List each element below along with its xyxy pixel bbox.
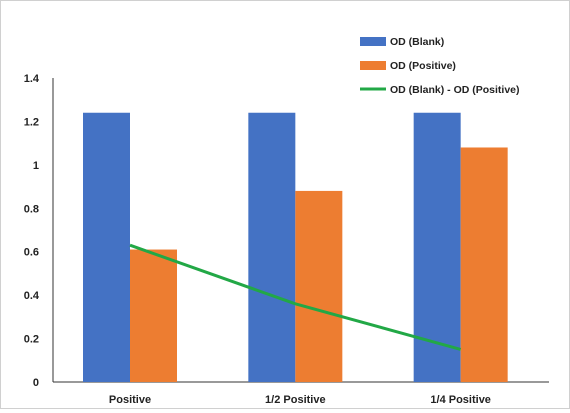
y-tick-label: 0.8 <box>24 203 39 215</box>
x-tick-label: Positive <box>109 394 151 406</box>
y-tick-label: 0.2 <box>24 334 39 346</box>
x-tick-label: 1/4 Positive <box>430 394 491 406</box>
series-line <box>129 243 462 351</box>
legend-label: OD (Positive) <box>390 60 456 72</box>
y-tick-labels: 0 0.2 0.4 0.6 0.8 1 1.2 1.4 <box>24 73 40 389</box>
bars <box>83 112 508 382</box>
legend-label: OD (Blank) <box>390 36 444 48</box>
bar <box>130 249 177 382</box>
bar <box>248 112 296 382</box>
y-tick-label: 1 <box>33 160 39 172</box>
y-tick-label: 1.2 <box>24 116 39 128</box>
legend: OD (Blank) OD (Positive) OD (Blank) - OD (… <box>360 36 520 96</box>
x-tick-label: 1/2 Positive <box>265 394 326 406</box>
y-tick-label: 0.6 <box>24 247 39 259</box>
legend-swatch <box>360 61 386 70</box>
legend-label: OD (Blank) - OD (Positive) <box>390 84 520 96</box>
bar <box>460 147 508 382</box>
y-tick-label: 1.4 <box>24 73 40 85</box>
difference-line-series <box>129 243 462 351</box>
legend-swatch <box>360 37 386 46</box>
bar <box>295 190 343 382</box>
y-tick-label: 0 <box>33 377 39 389</box>
y-tick-label: 0.4 <box>24 290 40 302</box>
x-tick-labels: Positive 1/2 Positive 1/4 Positive <box>109 394 491 406</box>
bar <box>83 112 130 382</box>
